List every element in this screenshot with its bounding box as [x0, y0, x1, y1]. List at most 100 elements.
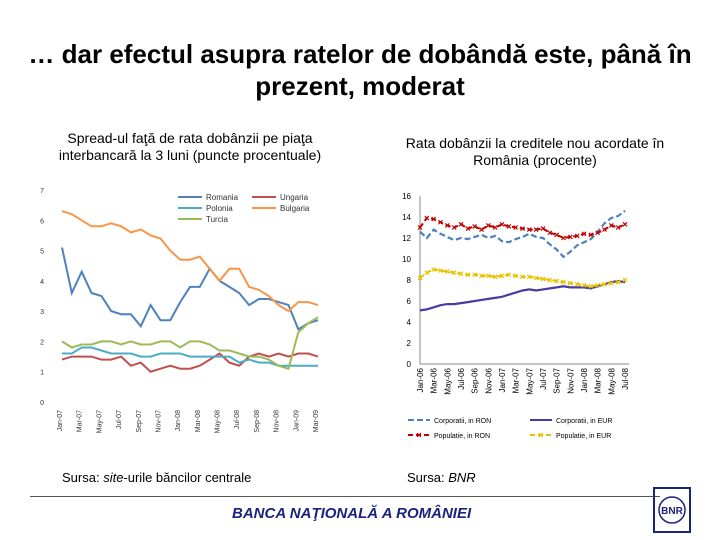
right-point-populatie-in-eur	[513, 273, 519, 279]
right-x-tick-label: Sep-07	[553, 367, 562, 393]
left-y-tick-label: 7	[40, 188, 44, 195]
right-point-populatie-in-ron	[608, 222, 614, 228]
right-source: Sursa: BNR	[407, 470, 476, 485]
right-y-tick-label: 0	[407, 360, 412, 369]
right-point-populatie-in-eur	[540, 276, 546, 282]
right-y-tick-label: 12	[402, 234, 411, 243]
right-y-tick-label: 16	[402, 192, 411, 201]
right-legend-marker-populatie-in-ron	[416, 432, 422, 438]
right-x-tick-label: Nov-06	[484, 367, 493, 393]
right-point-populatie-in-ron	[465, 226, 471, 231]
right-point-populatie-in-ron	[526, 227, 532, 233]
right-point-populatie-in-ron	[485, 222, 491, 228]
right-point-populatie-in-ron	[567, 234, 573, 240]
right-point-populatie-in-eur	[581, 282, 587, 288]
right-legend-label-populatie-in-eur: Populatie, in EUR	[556, 433, 611, 440]
right-point-populatie-in-ron	[595, 230, 601, 236]
right-chart-title: Rata dobânzii la creditele nou acordate …	[405, 135, 665, 168]
right-point-populatie-in-ron	[622, 221, 628, 227]
right-point-populatie-in-eur	[526, 274, 532, 280]
left-x-tick-label: Mar-09	[313, 410, 320, 432]
right-x-tick-label: May-07	[525, 367, 534, 394]
right-point-populatie-in-ron	[581, 231, 587, 237]
left-series-ungaria	[61, 352, 319, 373]
right-y-tick-label: 4	[407, 318, 412, 327]
left-x-tick-label: Jan-09	[293, 410, 300, 432]
right-x-tick-label: May-06	[443, 367, 452, 394]
right-x-tick-label: Mar-07	[512, 367, 521, 393]
bnr-logo: BNR	[653, 487, 691, 533]
left-x-tick-label: May-07	[96, 410, 103, 433]
right-point-populatie-in-eur	[431, 267, 437, 272]
left-x-tick-label: Sep-08	[254, 410, 261, 433]
right-point-populatie-in-eur	[499, 273, 505, 279]
right-point-populatie-in-ron	[540, 226, 546, 231]
left-chart-title: Spread-ul faţă de rata dobânzii pe piaţa…	[58, 130, 322, 163]
right-point-populatie-in-ron	[472, 224, 478, 229]
left-x-tick-label: Jan-08	[175, 410, 182, 432]
right-point-populatie-in-eur	[567, 280, 573, 286]
right-series-populatie-in-eur	[419, 268, 626, 288]
right-point-populatie-in-eur	[520, 274, 525, 280]
left-x-tick-label: Jan-07	[57, 410, 64, 432]
left-series-turcia	[61, 316, 319, 370]
right-point-populatie-in-eur	[622, 277, 628, 283]
footer-divider	[30, 496, 660, 497]
left-x-tick-label: Nov-07	[155, 410, 162, 433]
right-legend-label-populatie-in-ron: Populatie, in RON	[434, 433, 490, 440]
right-series-corporatii-in-eur	[419, 279, 626, 312]
right-point-populatie-in-eur	[424, 270, 430, 276]
right-y-tick-label: 14	[402, 213, 411, 222]
right-point-populatie-in-ron	[451, 225, 457, 230]
right-point-populatie-in-ron	[561, 235, 566, 241]
right-y-tick-label: 8	[407, 276, 412, 285]
right-point-populatie-in-ron	[458, 221, 464, 227]
left-x-tick-label: Jul-07	[116, 410, 123, 429]
right-x-tick-label: Mar-08	[594, 367, 603, 393]
right-point-populatie-in-ron	[513, 225, 519, 230]
right-point-populatie-in-ron	[438, 219, 443, 225]
right-point-populatie-in-ron	[417, 225, 423, 230]
right-x-tick-label: Jan-06	[416, 367, 425, 392]
left-x-tick-label: Nov-08	[274, 410, 281, 433]
left-legend-label-bulgaria: Bulgaria	[280, 204, 310, 213]
right-point-populatie-in-eur	[608, 280, 614, 286]
right-point-populatie-in-eur	[444, 269, 450, 275]
right-point-populatie-in-eur	[465, 272, 471, 278]
right-point-populatie-in-eur	[438, 268, 443, 273]
right-point-populatie-in-ron	[431, 216, 437, 222]
right-point-populatie-in-eur	[479, 273, 484, 279]
right-series-corporatii-in-ron	[419, 209, 626, 259]
right-y-tick-label: 6	[407, 297, 412, 306]
right-point-populatie-in-ron	[520, 226, 525, 231]
right-point-populatie-in-eur	[615, 279, 621, 285]
right-point-populatie-in-eur	[417, 275, 423, 281]
left-source: Sursa: site-urile băncilor centrale	[62, 470, 252, 485]
right-point-populatie-in-eur	[595, 282, 601, 288]
left-legend-label-ungaria: Ungaria	[280, 193, 309, 202]
left-x-tick-label: Mar-07	[77, 410, 84, 432]
left-y-tick-label: 1	[40, 370, 44, 377]
left-legend-label-polonia: Polonia	[206, 204, 233, 213]
right-point-populatie-in-eur	[602, 281, 607, 287]
right-x-tick-label: Jul-07	[539, 367, 548, 389]
right-y-tick-label: 2	[407, 339, 412, 348]
right-legend-label-corporatii-in-eur: Corporatii, in EUR	[556, 418, 612, 425]
left-y-tick-label: 3	[40, 309, 44, 316]
right-point-populatie-in-eur	[588, 283, 594, 289]
right-x-tick-label: May-08	[607, 367, 616, 394]
right-point-populatie-in-ron	[444, 222, 450, 228]
right-point-populatie-in-ron	[424, 215, 430, 221]
right-point-populatie-in-ron	[547, 230, 553, 236]
page-title: … dar efectul asupra ratelor de dobândă …	[28, 39, 692, 101]
right-point-populatie-in-ron	[602, 227, 607, 233]
right-y-tick-label: 10	[402, 255, 411, 264]
right-point-populatie-in-eur	[492, 274, 498, 280]
right-point-populatie-in-eur	[485, 273, 491, 279]
right-point-populatie-in-eur	[547, 277, 553, 283]
right-x-tick-label: Jan-08	[580, 367, 589, 392]
left-legend-label-romania: Romania	[206, 193, 239, 202]
right-x-tick-label: Jul-06	[457, 367, 466, 389]
left-y-tick-label: 4	[40, 279, 44, 286]
